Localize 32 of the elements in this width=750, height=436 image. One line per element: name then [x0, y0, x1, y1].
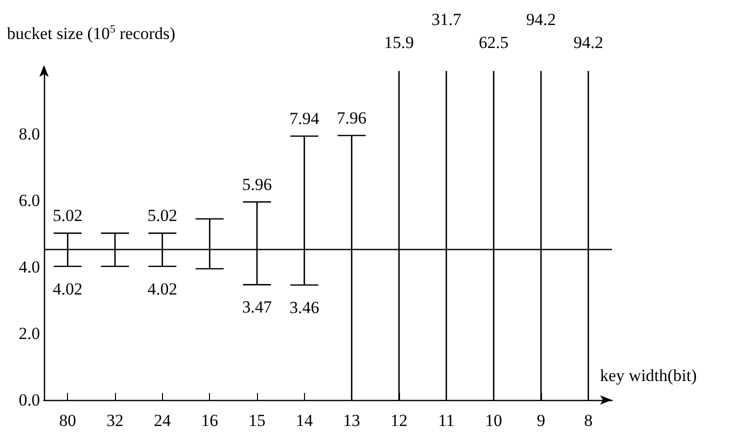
x-tick-label: 16 — [201, 411, 218, 430]
data-label: 15.9 — [384, 33, 414, 52]
data-label: 5.02 — [52, 206, 83, 226]
x-tick-label: 11 — [438, 411, 455, 430]
annotation: 4.02 — [147, 279, 178, 298]
y-tick-label: 0.0 — [18, 390, 40, 410]
x-tick-label: 10 — [485, 411, 502, 430]
data-label: 7.94 — [289, 109, 320, 128]
data-label: 31.7 — [431, 10, 462, 29]
x-tick-label: 15 — [248, 411, 266, 430]
y-tick-label: 6.0 — [18, 191, 40, 210]
x-axis-title: key width(bit) — [600, 366, 697, 385]
x-tick-label: 8 — [584, 411, 593, 430]
x-tick-label: 14 — [296, 411, 314, 430]
x-tick-label: 32 — [106, 411, 124, 430]
x-tick-label: 24 — [154, 411, 172, 430]
x-tick-label: 9 — [536, 411, 546, 430]
data-label: 94.2 — [573, 33, 604, 52]
data-label: 7.96 — [336, 108, 367, 128]
y-tick-label: 8.0 — [18, 124, 40, 144]
data-label: 5.02 — [147, 206, 178, 226]
data-label: 5.96 — [242, 174, 272, 194]
x-tick-label: 12 — [390, 411, 408, 430]
y-tick-label: 2.0 — [18, 324, 40, 344]
x-tick-label: 80 — [59, 411, 76, 430]
data-label: 62.5 — [478, 33, 509, 52]
y-tick-label: 4.0 — [18, 258, 40, 277]
data-label: 94.2 — [526, 10, 556, 29]
annotation: 4.02 — [52, 279, 83, 298]
annotation: 3.47 — [242, 298, 272, 317]
annotation: 3.46 — [289, 298, 320, 318]
x-tick-label: 13 — [343, 411, 360, 430]
